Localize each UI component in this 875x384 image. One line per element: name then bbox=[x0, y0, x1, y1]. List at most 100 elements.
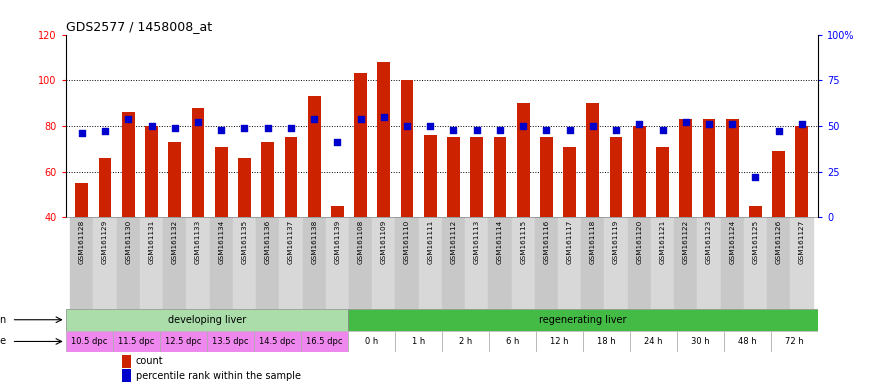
Bar bbox=[581, 217, 605, 309]
Bar bbox=[493, 137, 507, 217]
Bar bbox=[210, 217, 233, 309]
Text: GSM161133: GSM161133 bbox=[195, 220, 201, 265]
Text: GSM161108: GSM161108 bbox=[358, 220, 364, 265]
Bar bbox=[630, 331, 677, 352]
Text: GSM161138: GSM161138 bbox=[312, 220, 317, 265]
Bar bbox=[679, 119, 692, 217]
Bar bbox=[163, 217, 186, 309]
Text: specimen: specimen bbox=[0, 315, 7, 325]
Bar bbox=[489, 331, 536, 352]
Text: GSM161129: GSM161129 bbox=[102, 220, 108, 265]
Point bbox=[75, 130, 89, 136]
Point bbox=[679, 119, 693, 126]
Bar bbox=[160, 331, 206, 352]
Text: 30 h: 30 h bbox=[691, 337, 710, 346]
Text: 6 h: 6 h bbox=[506, 337, 519, 346]
Bar bbox=[301, 331, 348, 352]
Text: 72 h: 72 h bbox=[785, 337, 804, 346]
Text: 11.5 dpc: 11.5 dpc bbox=[118, 337, 154, 346]
Text: 2 h: 2 h bbox=[458, 337, 472, 346]
Bar bbox=[773, 151, 785, 217]
Point bbox=[748, 174, 762, 180]
Point bbox=[400, 123, 414, 129]
Text: time: time bbox=[0, 336, 7, 346]
Point bbox=[493, 127, 507, 133]
Bar bbox=[186, 217, 210, 309]
Bar bbox=[536, 331, 583, 352]
Text: GSM161117: GSM161117 bbox=[567, 220, 572, 265]
Point bbox=[331, 139, 345, 146]
Bar bbox=[721, 217, 744, 309]
Point bbox=[237, 125, 251, 131]
Bar bbox=[586, 103, 599, 217]
Bar bbox=[724, 331, 771, 352]
Text: GSM161124: GSM161124 bbox=[729, 220, 735, 265]
Bar bbox=[70, 217, 94, 309]
Bar bbox=[326, 217, 349, 309]
Point bbox=[307, 116, 321, 122]
Bar bbox=[633, 126, 646, 217]
Text: GSM161110: GSM161110 bbox=[404, 220, 410, 265]
Text: GSM161130: GSM161130 bbox=[125, 220, 131, 265]
Bar bbox=[395, 331, 442, 352]
Point bbox=[261, 125, 275, 131]
Bar bbox=[442, 331, 489, 352]
Text: GSM161119: GSM161119 bbox=[613, 220, 620, 265]
Point bbox=[563, 127, 577, 133]
Point bbox=[470, 127, 484, 133]
Text: 1 h: 1 h bbox=[412, 337, 425, 346]
Bar bbox=[123, 369, 131, 382]
Bar bbox=[75, 183, 88, 217]
Text: 48 h: 48 h bbox=[738, 337, 757, 346]
Point bbox=[633, 121, 647, 127]
Text: GDS2577 / 1458008_at: GDS2577 / 1458008_at bbox=[66, 20, 212, 33]
Point bbox=[794, 121, 808, 127]
Text: count: count bbox=[136, 356, 164, 366]
Bar bbox=[113, 331, 160, 352]
Bar bbox=[424, 135, 437, 217]
Point bbox=[424, 123, 438, 129]
Text: GSM161121: GSM161121 bbox=[660, 220, 666, 265]
Bar bbox=[349, 217, 372, 309]
Text: 10.5 dpc: 10.5 dpc bbox=[71, 337, 108, 346]
Bar bbox=[279, 217, 303, 309]
Bar bbox=[256, 217, 279, 309]
Bar bbox=[535, 217, 558, 309]
Point bbox=[586, 123, 600, 129]
Text: 24 h: 24 h bbox=[644, 337, 662, 346]
Bar bbox=[215, 147, 228, 217]
Text: GSM161118: GSM161118 bbox=[590, 220, 596, 265]
Bar bbox=[192, 108, 205, 217]
Text: 13.5 dpc: 13.5 dpc bbox=[212, 337, 248, 346]
Bar bbox=[145, 126, 158, 217]
Text: developing liver: developing liver bbox=[168, 315, 246, 325]
Text: 12.5 dpc: 12.5 dpc bbox=[165, 337, 201, 346]
Text: 0 h: 0 h bbox=[365, 337, 378, 346]
Bar bbox=[517, 103, 529, 217]
Point bbox=[725, 121, 739, 127]
Bar bbox=[116, 217, 140, 309]
Bar bbox=[123, 355, 131, 368]
Point bbox=[144, 123, 158, 129]
Text: percentile rank within the sample: percentile rank within the sample bbox=[136, 371, 301, 381]
Bar bbox=[725, 119, 738, 217]
Bar bbox=[512, 217, 535, 309]
Text: GSM161128: GSM161128 bbox=[79, 220, 85, 265]
Point bbox=[539, 127, 553, 133]
Bar bbox=[238, 158, 251, 217]
Bar bbox=[749, 206, 762, 217]
Text: 16.5 dpc: 16.5 dpc bbox=[306, 337, 342, 346]
Point bbox=[98, 128, 112, 134]
Point bbox=[655, 127, 669, 133]
Bar bbox=[744, 217, 767, 309]
Text: 12 h: 12 h bbox=[550, 337, 569, 346]
Text: GSM161132: GSM161132 bbox=[172, 220, 178, 265]
Bar bbox=[168, 142, 181, 217]
Text: GSM161115: GSM161115 bbox=[520, 220, 526, 265]
Bar bbox=[66, 309, 348, 331]
Bar bbox=[558, 217, 581, 309]
Text: GSM161131: GSM161131 bbox=[149, 220, 155, 265]
Bar bbox=[656, 147, 668, 217]
Point bbox=[354, 116, 367, 122]
Bar bbox=[442, 217, 466, 309]
